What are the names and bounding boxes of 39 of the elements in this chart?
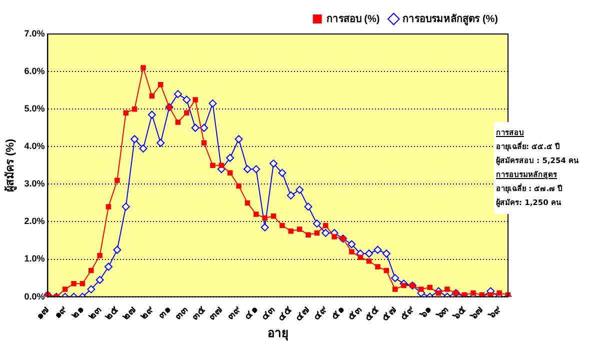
x-tick-label: ๑๗ — [34, 304, 52, 322]
x-tick-label: ๖๗ — [468, 304, 486, 323]
y-tick-label: 4.0% — [24, 141, 45, 152]
x-tick-label: ๖๕ — [450, 304, 469, 323]
x-tick-label: ๔๕ — [276, 304, 295, 324]
x-tick-label: ๒๗ — [120, 304, 139, 323]
x-tick-label: ๔๑ — [242, 304, 260, 322]
x-tick-label: ๕๑ — [329, 304, 348, 322]
x-tick-label: ๕๓ — [346, 304, 364, 323]
x-tick-label: ๒๓ — [86, 304, 104, 322]
y-tick-label: 2.0% — [24, 216, 45, 226]
x-tick-label: ๓๗ — [207, 304, 226, 323]
x-tick-label: ๕๗ — [380, 304, 400, 324]
x-axis-title: อายุ — [267, 326, 288, 341]
y-tick-label: 1.0% — [24, 254, 45, 264]
y-tick-label: 5.0% — [24, 104, 45, 114]
x-tick-label: ๖๑ — [416, 304, 434, 322]
y-tick-label: 7.0% — [24, 28, 45, 38]
x-tick-label: ๓๓ — [173, 304, 191, 322]
y-tick-label: 0.0% — [24, 291, 45, 302]
x-tick-label: ๕๙ — [398, 304, 418, 323]
x-tick-label: ๓๙ — [225, 304, 244, 322]
x-tick-label: ๖๙ — [486, 304, 504, 322]
x-tick-label: ๒๙ — [138, 304, 157, 322]
x-tick-label: ๔๙ — [311, 304, 330, 323]
legend-label: การสอบ (%) — [326, 14, 380, 25]
x-tick-label: ๔๗ — [293, 304, 312, 324]
y-axis-title: ผู้สมัคร (%) — [4, 138, 18, 192]
x-tick-label: ๖๓ — [434, 304, 452, 322]
x-tick-label: ๒๑ — [70, 304, 87, 322]
legend-label: การอบรมหลักสูตร (%) — [402, 12, 498, 26]
x-tick-label: ๕๕ — [362, 304, 382, 324]
x-tick-label: ๓๑ — [156, 304, 174, 322]
y-tick-label: 3.0% — [24, 178, 45, 189]
x-tick-label: ๒๕ — [102, 304, 122, 323]
x-tick-label: ๓๕ — [190, 304, 208, 323]
x-tick-label: ๔๓ — [259, 304, 278, 323]
x-tick-label: ๑๙ — [52, 304, 70, 322]
y-tick-label: 6.0% — [24, 66, 45, 76]
